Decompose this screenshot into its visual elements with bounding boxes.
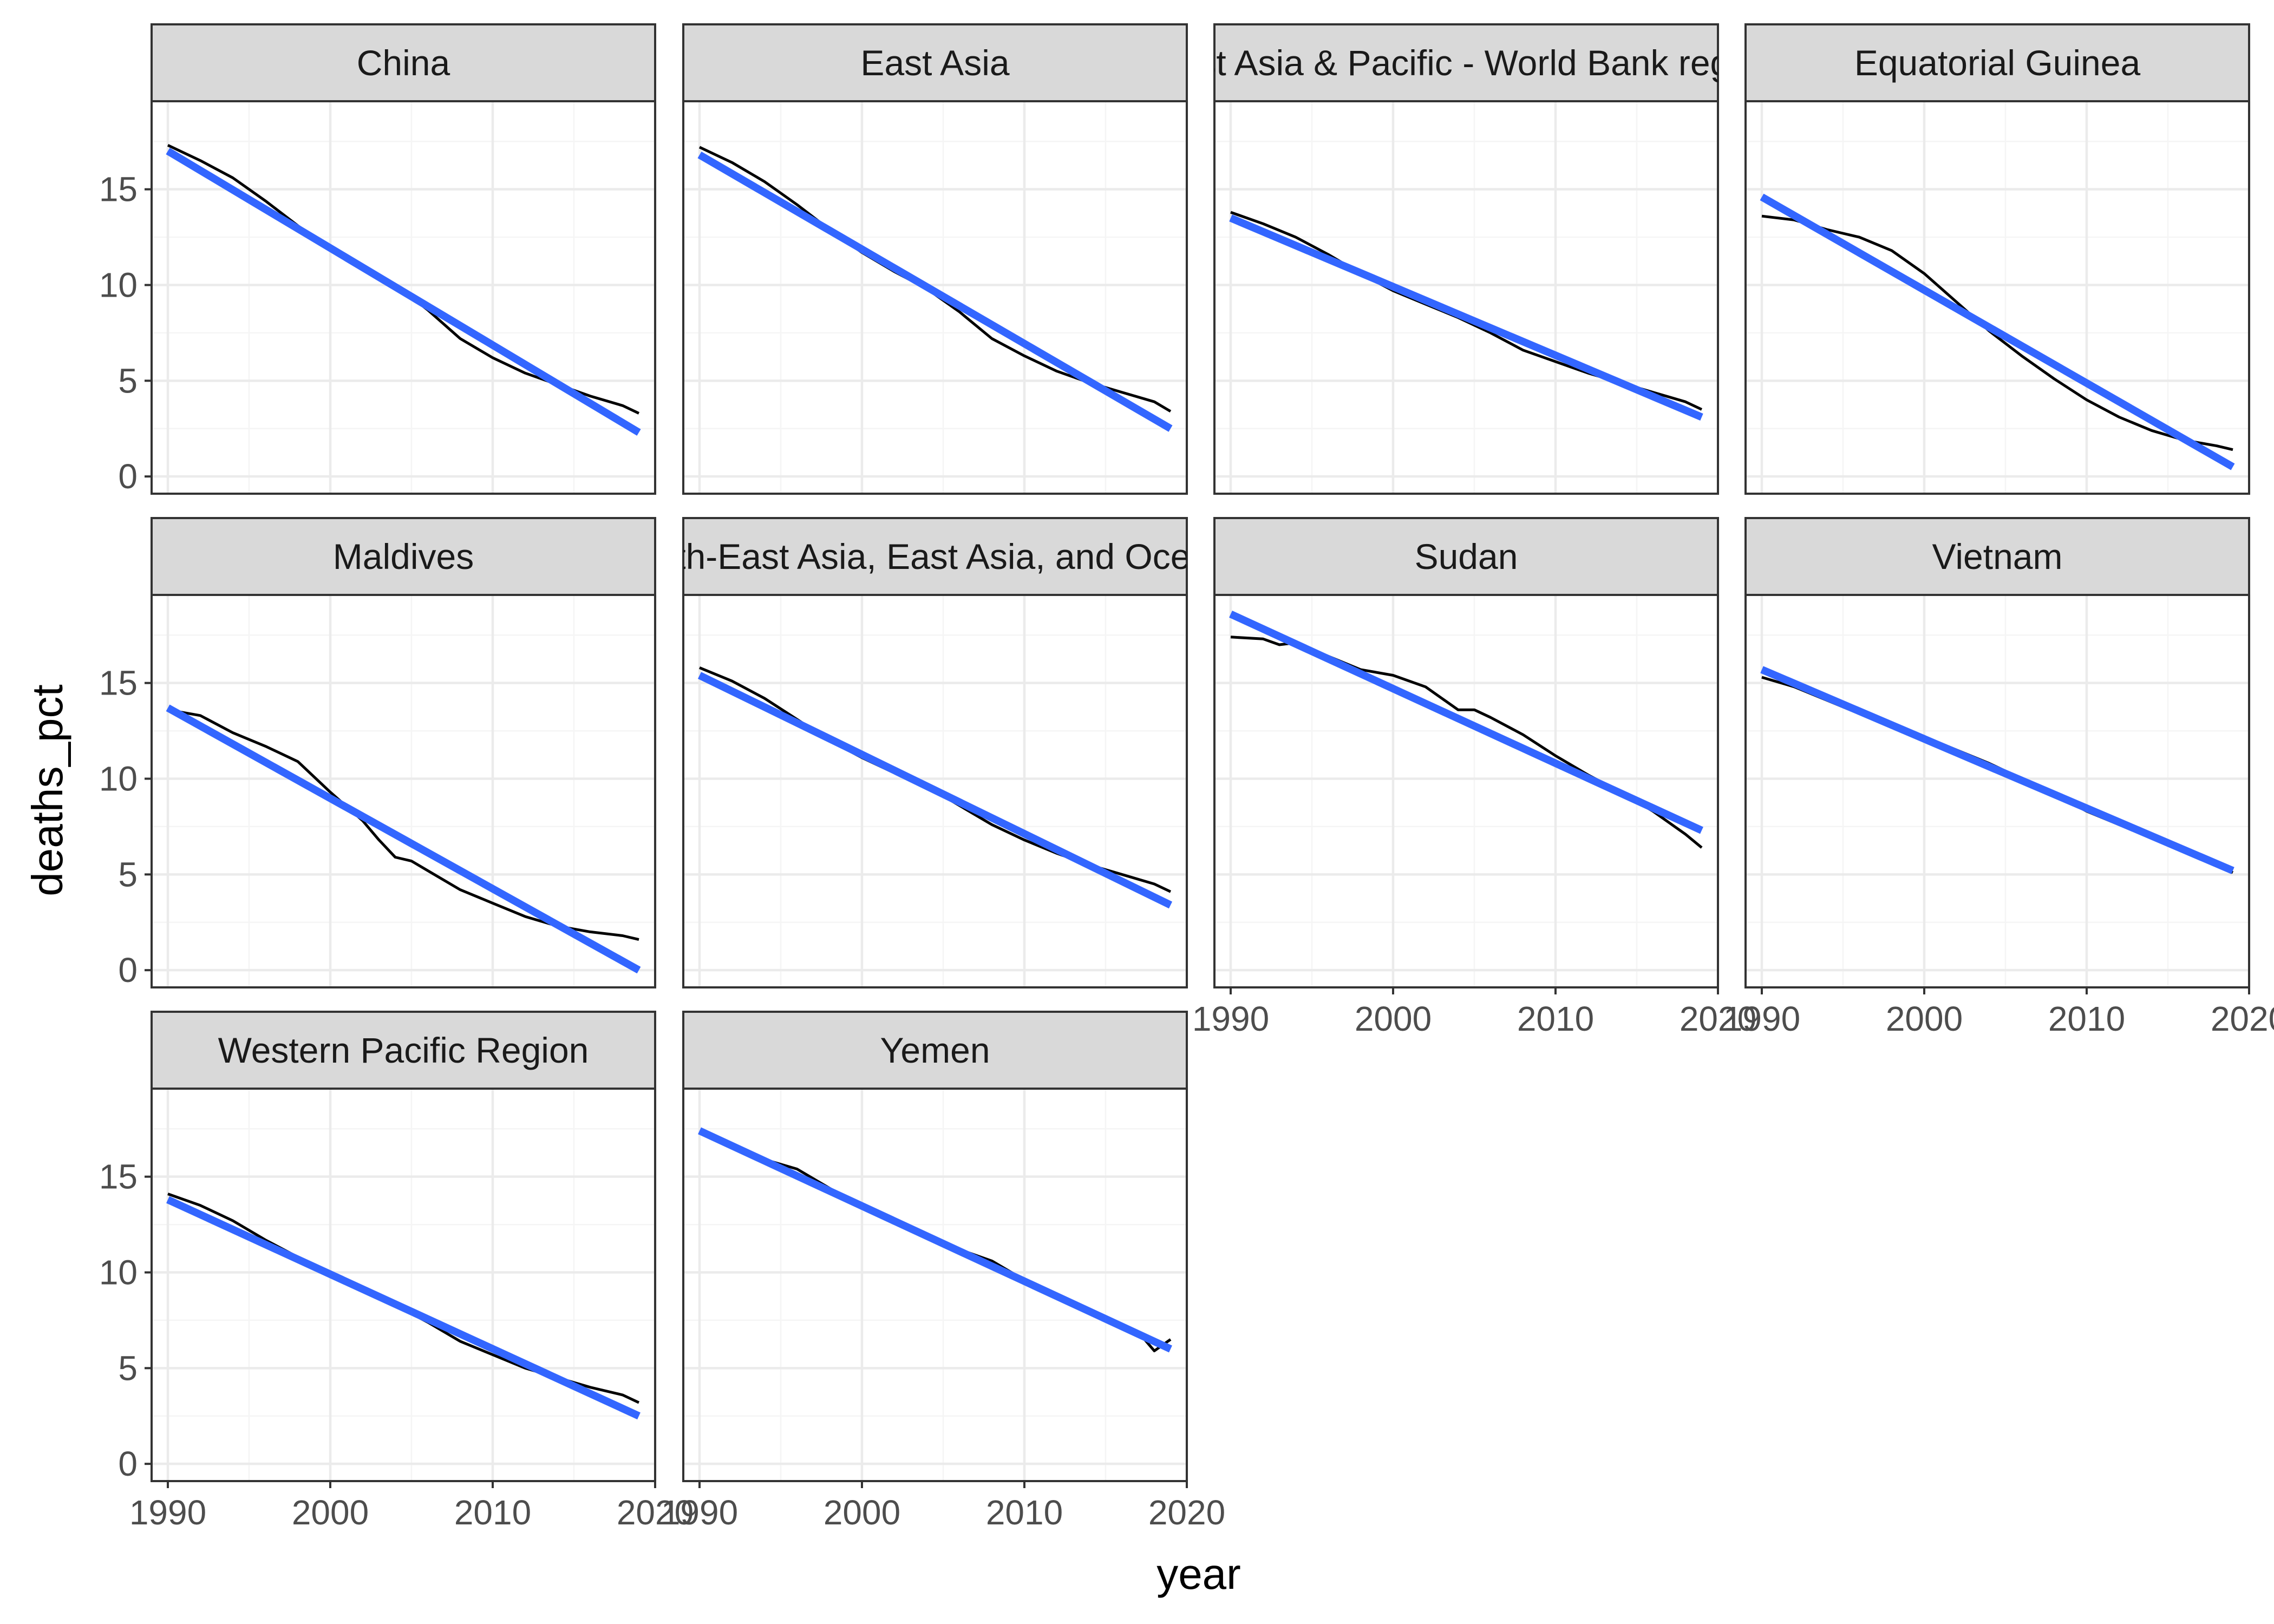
trend-line [1229,611,1703,834]
facet-label: Yemen [880,1030,990,1070]
x-tick-label: 1990 [1192,999,1269,1038]
panels-layer: China 0 5 10 15 East Asia East Asia & Pacific … [99,23,2274,1532]
y-tick-label: 0 [118,951,138,990]
panel-border [682,594,1188,988]
facet-label: Equatorial Guinea [1854,43,2141,83]
trend-line [697,151,1173,432]
panel-vietnam: Vietnam 1990 2000 2010 2020 [1723,517,2274,1038]
data-line [1761,214,2233,451]
x-tick-label: 1990 [129,1493,206,1532]
x-tick-label: 1990 [1723,999,1800,1038]
x-axis-title: year [1156,1550,1241,1598]
panel-yemen: Yemen 1990 2000 2010 2020 [661,1011,1225,1532]
y-tick-label: 15 [99,170,138,209]
trend-line [697,672,1173,909]
y-axis-title: deaths_pct [23,684,71,896]
x-tick-label: 2020 [2211,999,2274,1038]
panel-border [682,1088,1188,1482]
facet-label: East Asia [860,43,1009,83]
trend-line [166,704,641,974]
panel-background [152,1089,655,1481]
panel-border [1744,100,2250,495]
panel-east-asia-pacific-world-bank-region: East Asia & Pacific - World Bank region [1155,23,1778,495]
x-tick-label: 2010 [2048,999,2125,1038]
x-tick-label: 1990 [661,1493,738,1532]
facet-strip [682,1011,1188,1090]
facet-strip [1213,23,1719,102]
trend-line [1760,666,2234,874]
panel-sudan: Sudan 1990 2000 2010 2020 [1192,517,1756,1038]
panel-border [1213,594,1719,988]
facet-label: East Asia & Pacific - World Bank region [1155,43,1778,83]
facet-label: China [357,43,450,83]
panel-south-east-asia-east-asia-and-oceania: South-East Asia, East Asia, and Oceania [612,517,1258,988]
facet-strip [1213,517,1719,596]
x-tick-label: 2000 [292,1493,369,1532]
panel-background [1214,101,1718,494]
facet-label: Maldives [333,536,474,577]
facet-strip [682,517,1188,596]
panel-background [683,1089,1187,1481]
x-tick-label: 2010 [1517,999,1594,1038]
facet-label: Vietnam [1932,536,2063,577]
panel-border [1213,100,1719,495]
trend-line [166,147,641,436]
x-tick-label: 2000 [1355,999,1432,1038]
y-tick-label: 5 [118,361,138,400]
x-tick-label: 2010 [986,1493,1063,1532]
panel-border [682,100,1188,495]
panel-background [1214,595,1718,987]
trend-line [698,1127,1172,1353]
panel-background [152,101,655,494]
trend-line [1760,193,2235,470]
panel-equatorial-guinea: Equatorial Guinea [1744,23,2251,495]
panel-border [151,1088,656,1482]
facet-strip [1744,517,2250,596]
facet-strip [151,517,656,596]
facet-strip [682,23,1188,102]
panel-border [151,100,656,495]
panel-border [1744,594,2250,988]
y-tick-label: 0 [118,457,138,496]
x-tick-label: 2020 [1680,999,1756,1038]
panel-border [151,594,656,988]
panel-western-pacific-region: Western Pacific Region 0 5 10 15 1990 2000 2010… [99,1011,694,1532]
trend-line [166,1196,641,1420]
facet-label: South-East Asia, East Asia, and Oceania [612,536,1258,577]
x-tick-label: 2000 [1886,999,1963,1038]
x-tick-label: 2010 [454,1493,531,1532]
trend-line [1229,214,1703,421]
y-tick-label: 0 [118,1444,138,1483]
y-tick-label: 15 [99,1157,138,1196]
y-tick-label: 10 [99,759,138,798]
panel-china: China 0 5 10 15 [99,23,657,496]
y-tick-label: 5 [118,855,138,894]
x-tick-label: 2020 [617,1493,694,1532]
panel-background [683,101,1187,494]
facet-strip [1744,23,2250,102]
facet-strip [151,23,656,102]
facet-strip [151,1011,656,1090]
facet-label: Sudan [1415,536,1518,577]
panel-background [1746,595,2249,987]
y-tick-label: 5 [118,1348,138,1387]
x-tick-label: 2000 [824,1493,900,1532]
y-tick-label: 15 [99,664,138,703]
panel-background [152,595,655,987]
y-tick-label: 10 [99,1253,138,1292]
panel-maldives: Maldives 0 5 10 15 [99,517,657,990]
x-tick-label: 2020 [1148,1493,1225,1532]
facet-label: Western Pacific Region [218,1030,589,1070]
panel-east-asia: East Asia [682,23,1188,495]
y-tick-label: 10 [99,266,138,305]
